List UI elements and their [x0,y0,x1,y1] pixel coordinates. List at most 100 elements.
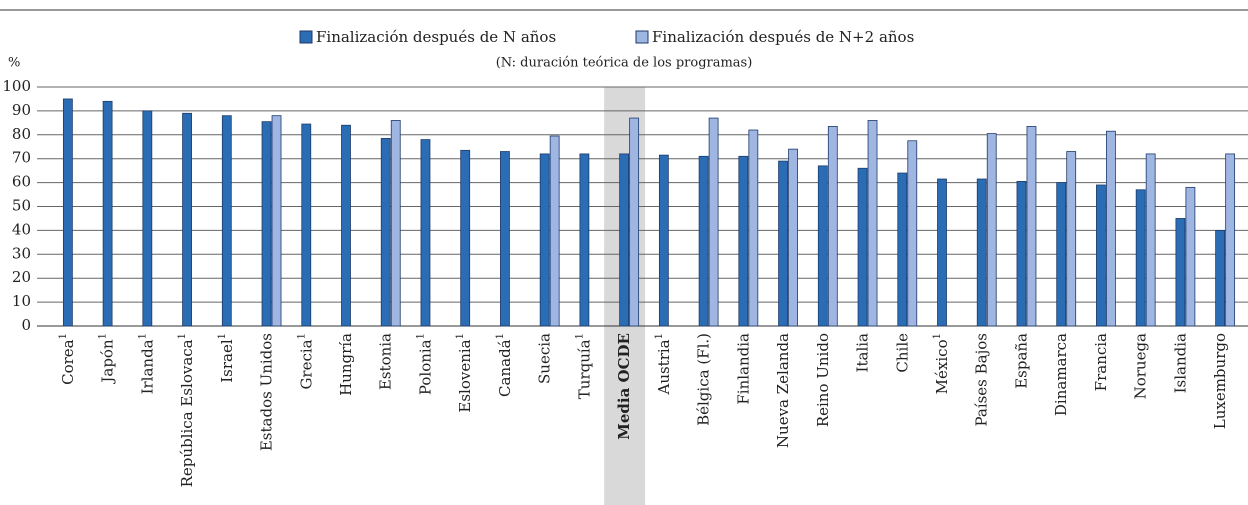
bar [857,167,868,327]
x-tick-label: República Eslovaca1 [177,333,197,487]
x-tick-label: Israel1 [216,333,236,383]
legend-swatch [299,30,313,44]
bar [539,153,550,327]
bar [976,178,987,327]
bar [986,133,997,327]
bar [1056,182,1067,327]
bar [748,129,759,327]
bar [341,124,351,327]
x-tick-note: 1 [415,333,426,339]
bar [1135,189,1146,327]
bar [221,115,232,327]
x-tick-label: Italia [854,333,872,372]
bar [549,135,560,327]
x-tick-text: Grecia [297,339,315,389]
bar [420,139,431,327]
y-tick-label: 80 [12,125,31,143]
x-tick-note: 1 [494,333,505,339]
bar [1096,184,1106,327]
x-tick-text: Turquía [575,339,593,399]
legend-label: Finalización después de N+2 años [652,28,914,46]
bar [1215,229,1226,327]
bar [500,151,510,327]
x-tick-text: Eslovenia [456,339,474,412]
x-tick-label: Finlandia [734,333,752,405]
x-tick-text: Chile [893,333,911,373]
x-tick-label: México1 [932,333,952,394]
bar [390,120,401,327]
y-tick-label: 60 [12,173,31,191]
x-tick-text: Francia [1092,333,1110,391]
x-tick-text: México [933,339,951,394]
x-tick-text: Corea [59,339,77,385]
x-tick-label: Hungría [337,333,355,396]
y-tick-label: 40 [12,220,31,238]
bar [629,117,640,327]
bar [301,123,312,327]
x-tick-text: República Eslovaca [178,339,196,487]
x-tick-label: Estonia [377,333,395,390]
x-tick-label: Austria1 [653,333,673,396]
bar [867,120,878,327]
bar [907,140,918,327]
y-tick-label: 10 [12,292,31,310]
x-tick-note: 1 [57,333,68,339]
x-tick-note: 1 [177,333,188,339]
x-tick-text: Hungría [337,333,355,396]
x-tick-label: Nueva Zelanda [774,333,792,448]
bar [937,178,947,327]
bar [788,148,798,327]
bar [1175,218,1186,327]
y-tick-label: 90 [12,101,31,119]
bar [658,154,669,327]
y-tick-label: 0 [21,316,31,334]
bar [827,126,838,327]
bar [1145,153,1156,327]
bar [1185,186,1196,327]
y-tick-label: 50 [12,197,31,215]
x-tick-note: 1 [455,333,466,339]
bar [261,121,272,327]
x-tick-label: Dinamarca [1052,333,1070,416]
x-tick-text: Finlandia [734,333,752,405]
x-tick-label: Corea1 [57,333,77,385]
x-tick-note: 1 [137,333,148,339]
bar [62,98,73,327]
x-tick-text: Italia [854,333,872,372]
x-tick-label: Canadá1 [494,333,514,397]
x-tick-text: Canadá [496,339,514,397]
x-tick-text: Irlanda [138,339,156,394]
chart-subtitle: (N: duración teórica de los programas) [496,56,753,71]
x-tick-text: Estados Unidos [258,333,276,451]
legend-label: Finalización después de N años [316,28,556,46]
x-tick-note: 1 [216,333,227,339]
bar [738,155,749,327]
bar [271,115,282,327]
x-tick-text: Suecia [536,333,554,384]
x-tick-label: Islandia [1171,333,1189,393]
x-tick-note: 1 [932,333,943,339]
x-tick-label: Noruega [1132,333,1150,399]
bar [817,165,828,327]
x-tick-text: Austria [655,339,673,395]
x-tick-text: Luxemburgo [1211,333,1229,429]
bar [619,153,630,327]
x-tick-label: España [1012,333,1030,389]
bar [380,137,391,327]
x-tick-text: Estonia [377,333,395,390]
x-tick-text: Países Bajos [973,333,991,427]
legend-swatch [635,30,649,44]
y-tick-label: 30 [12,244,31,262]
x-tick-text: Dinamarca [1052,333,1070,416]
x-tick-note: 1 [574,333,585,339]
bar [698,155,709,327]
x-tick-label: Irlanda1 [137,333,157,394]
bar [708,117,719,327]
x-tick-text: Islandia [1171,333,1189,393]
bar [778,160,788,327]
x-tick-text: Bélgica (Fl.) [695,333,713,426]
x-tick-label: Turquía1 [574,333,594,399]
x-tick-label: Eslovenia1 [455,333,475,413]
bar [1066,151,1077,327]
